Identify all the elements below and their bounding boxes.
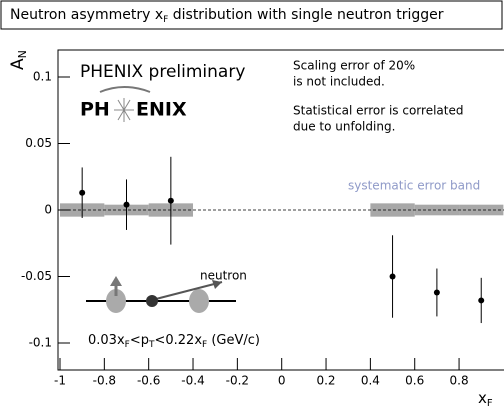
cut-sub: F xyxy=(125,340,130,350)
y-tick-label: 0 xyxy=(44,203,52,217)
data-point xyxy=(478,297,485,304)
cut-text: 0.03x xyxy=(88,333,125,348)
logo: PH xyxy=(80,99,110,121)
note: due to unfolding. xyxy=(293,120,395,134)
data-point xyxy=(79,189,86,196)
cut-text: <0.22x xyxy=(154,333,202,348)
data-point xyxy=(433,289,440,296)
data-point xyxy=(123,201,130,208)
title-sub: F xyxy=(163,15,168,25)
systematic-band xyxy=(414,204,460,216)
systematic-band xyxy=(370,203,415,217)
logo: ENIX xyxy=(136,99,187,121)
label-sub: N xyxy=(16,50,29,58)
x-tick-label: -0.8 xyxy=(93,374,116,388)
x-tick-label: -0.6 xyxy=(137,374,160,388)
x-tick-label: -0.2 xyxy=(226,374,249,388)
data-point xyxy=(389,273,396,280)
cut-sub: F xyxy=(202,340,207,350)
x-tick-label: -1 xyxy=(54,374,66,388)
cut-text: (GeV/c) xyxy=(207,333,260,348)
cut-sub: T xyxy=(148,340,155,350)
y-tick-label: -0.05 xyxy=(21,269,52,283)
y-axis-label: AN xyxy=(8,50,29,70)
cut-label: 0.03xF<pT<0.22xF (GeV/c) xyxy=(88,333,260,350)
kinematics-diagram xyxy=(86,276,236,313)
note: Scaling error of 20% xyxy=(293,59,415,73)
title-box xyxy=(0,0,503,30)
data-point xyxy=(167,197,174,204)
x-axis-label: xF xyxy=(478,389,493,408)
logo-star xyxy=(99,86,151,122)
x-tick-label: 0 xyxy=(278,374,286,388)
x-tick-label: 0.2 xyxy=(316,374,335,388)
cut-text: <p xyxy=(130,333,149,348)
systematic-band xyxy=(459,204,504,216)
label-sub: F xyxy=(487,398,493,408)
x-tick-label: -0.4 xyxy=(181,374,204,388)
chart-title: Neutron asymmetry xF distribution with s… xyxy=(10,7,444,25)
title-text: distribution with single neutron trigger xyxy=(168,7,443,23)
note: Statistical error is correlated xyxy=(293,104,463,118)
y-tick-label: 0.1 xyxy=(33,70,52,84)
band-label: systematic error band xyxy=(348,179,480,193)
x-tick-label: 0.8 xyxy=(450,374,469,388)
note: is not included. xyxy=(293,75,385,89)
title-text: Neutron asymmetry x xyxy=(10,7,163,23)
y-tick-label: 0.05 xyxy=(25,136,52,150)
label-text: A xyxy=(8,58,28,70)
x-tick-label: 0.6 xyxy=(405,374,424,388)
particle-label: neutron xyxy=(200,269,247,283)
preliminary: PHENIX preliminary xyxy=(80,62,245,82)
label-text: x xyxy=(478,389,487,407)
x-tick-label: 0.4 xyxy=(361,374,380,388)
y-tick-label: -0.1 xyxy=(29,336,52,350)
